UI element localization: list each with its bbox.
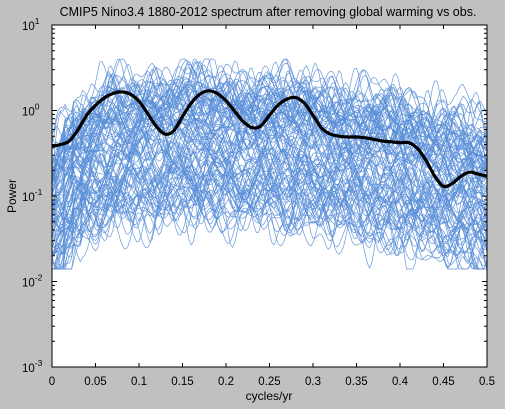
model-spectrum-line [52, 192, 487, 270]
model-spectrum-line [51, 118, 488, 252]
x-tick-label: 0.2 [218, 376, 234, 388]
model-spectrum-line [51, 150, 488, 270]
y-tick-label: 101 [22, 16, 40, 33]
x-axis: 0 0.05 0.1 0.15 0.2 0.25 0.3 0.35 0.4 0.45 0.5 [49, 25, 495, 388]
x-tick-label: 0.35 [345, 376, 367, 388]
x-tick-label: 0.45 [432, 376, 454, 388]
x-tick-label: 0.1 [131, 376, 147, 388]
model-spectrum-line [51, 82, 488, 179]
observed-spectrum-line [51, 89, 488, 189]
model-spectrum-line [51, 173, 488, 270]
model-spectrum-line [51, 119, 488, 210]
model-spectrum-line [51, 73, 488, 184]
y-tick-label: 10-3 [22, 358, 43, 375]
model-spectrum-line [51, 125, 488, 236]
model-spectrum-line [51, 119, 488, 207]
model-spectrum-line [51, 132, 488, 207]
model-spectrum-line [51, 141, 488, 229]
model-spectrum-line [51, 78, 488, 186]
model-spectrum-line [52, 150, 488, 270]
model-spectrum-line [51, 109, 488, 206]
y-tick-label: 100 [22, 102, 40, 119]
model-spectrum-line [51, 60, 488, 181]
model-spectrum-line [51, 87, 488, 180]
x-tick-label: 0.05 [84, 376, 106, 388]
model-spectrum-line [51, 157, 488, 253]
x-tick-label: 0.15 [171, 376, 193, 388]
model-spectrum-line [51, 90, 488, 183]
model-spectrum-line [51, 88, 488, 209]
x-tick-label: 0.5 [479, 376, 495, 388]
model-ensemble-lines [51, 58, 488, 270]
model-spectrum-line [51, 76, 488, 171]
model-spectrum-line [51, 158, 488, 242]
model-spectrum-line [51, 78, 488, 171]
observed-series [51, 89, 488, 189]
model-spectrum-line [51, 63, 488, 170]
y-tick-label: 10-2 [22, 273, 43, 290]
model-spectrum-line [51, 81, 488, 188]
y-axis-label: Power [5, 179, 19, 213]
model-spectrum-line [51, 131, 488, 215]
x-tick-label: 0 [49, 376, 55, 388]
model-spectrum-line [51, 106, 488, 191]
x-tick-label: 0.4 [392, 376, 409, 388]
model-spectrum-line [51, 178, 488, 267]
model-spectrum-line [51, 161, 488, 254]
model-spectrum-line [51, 154, 488, 255]
x-tick-label: 0.3 [305, 376, 321, 388]
x-axis-label: cycles/yr [246, 389, 293, 403]
model-spectrum-line [51, 76, 488, 196]
model-spectrum-line [51, 190, 488, 270]
y-tick-label: 10-1 [22, 187, 43, 204]
chart-title: CMIP5 Nino3.4 1880-2012 spectrum after r… [60, 5, 477, 19]
y-axis: 10-3 10-2 10-1 100 101 [22, 16, 487, 375]
model-spectrum-line [51, 76, 488, 159]
x-tick-label: 0.25 [258, 376, 280, 388]
